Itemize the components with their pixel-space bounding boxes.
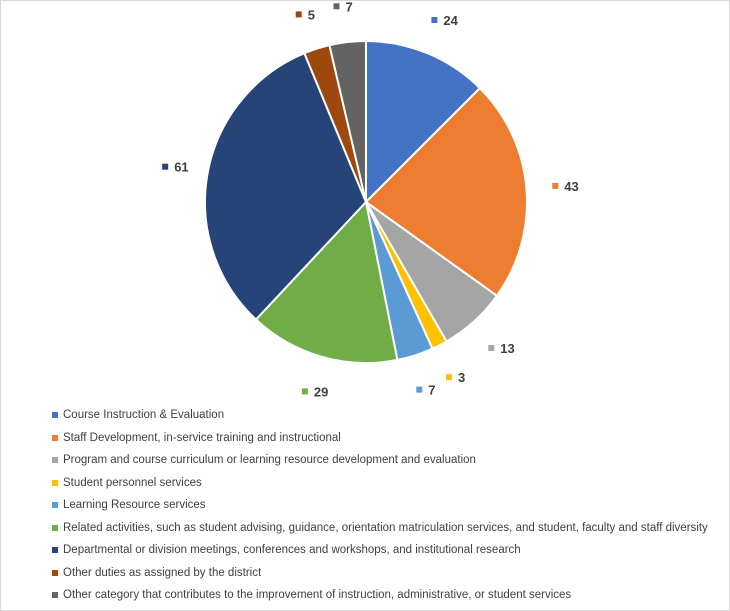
pie-data-labels: 24 43 13 3 7 29 61 5 7	[162, 1, 579, 399]
pie-slices	[204, 39, 528, 364]
pie-slice-7	[204, 51, 368, 321]
data-label-7: 61	[162, 160, 189, 175]
data-label-key-3	[488, 345, 495, 351]
data-label-1: 24	[431, 13, 459, 28]
data-label-key-9	[333, 3, 340, 10]
legend-swatch-5	[52, 502, 58, 509]
data-label-value-1: 24	[443, 13, 458, 28]
pie-slice-9	[328, 39, 367, 203]
legend-item-6: Related activities, such as student advi…	[52, 517, 708, 540]
legend-label-9: Other category that contributes to the i…	[63, 589, 572, 602]
data-label-key-5	[416, 386, 423, 393]
data-label-value-5: 7	[428, 383, 435, 398]
legend-label-6: Related activities, such as student advi…	[63, 521, 708, 534]
data-label-key-4	[446, 374, 452, 381]
legend: Course Instruction & Evaluation Staff Dev…	[52, 404, 708, 607]
legend-swatch-7	[52, 547, 58, 554]
legend-item-3: Program and course curriculum or learnin…	[52, 449, 708, 472]
legend-label-2: Staff Development, in-service training a…	[63, 431, 341, 444]
legend-item-9: Other category that contributes to the i…	[52, 584, 708, 607]
data-label-8: 5	[295, 7, 315, 22]
data-label-9: 7	[333, 1, 353, 14]
legend-item-5: Learning Resource services	[52, 494, 708, 517]
legend-label-4: Student personnel services	[63, 476, 202, 489]
data-label-key-2	[552, 182, 559, 189]
legend-swatch-6	[52, 524, 58, 531]
data-label-value-3: 13	[500, 341, 514, 356]
legend-label-1: Course Instruction & Evaluation	[63, 409, 225, 422]
data-label-key-7	[162, 163, 169, 170]
pie-slice-2	[364, 86, 528, 298]
data-label-value-6: 29	[314, 384, 328, 399]
data-label-5: 7	[416, 383, 436, 398]
pie-slice-6	[254, 199, 399, 364]
data-label-3: 13	[488, 341, 515, 356]
legend-label-8: Other duties as assigned by the district	[63, 566, 262, 579]
legend-item-4: Student personnel services	[52, 472, 708, 495]
legend-swatch-4	[52, 479, 58, 486]
data-label-4: 3	[446, 370, 465, 385]
data-label-value-9: 7	[346, 1, 353, 14]
legend-swatch-8	[52, 569, 58, 576]
pie-slice-1	[365, 39, 482, 205]
legend-label-5: Learning Resource services	[63, 499, 206, 512]
data-label-key-1	[431, 17, 438, 23]
data-label-key-6	[301, 388, 308, 395]
legend-swatch-2	[52, 434, 58, 441]
data-label-2: 43	[552, 179, 579, 194]
data-label-value-8: 5	[308, 7, 315, 22]
pie-chart: 24 43 13 3 7 29 61 5 7	[162, 1, 579, 399]
data-label-value-7: 61	[174, 160, 188, 175]
data-label-value-2: 43	[564, 179, 578, 194]
data-label-value-4: 3	[458, 370, 465, 385]
legend-item-7: Departmental or division meetings, confe…	[52, 539, 708, 562]
legend-item-2: Staff Development, in-service training a…	[52, 427, 708, 450]
legend-swatch-3	[52, 457, 58, 464]
legend-item-1: Course Instruction & Evaluation	[52, 404, 708, 427]
legend-label-3: Program and course curriculum or learnin…	[63, 454, 476, 467]
legend-item-8: Other duties as assigned by the district	[52, 562, 708, 585]
data-label-6: 29	[301, 384, 328, 399]
legend-swatch-1	[52, 412, 58, 419]
data-label-key-8	[295, 11, 302, 18]
legend-swatch-9	[52, 592, 58, 599]
legend-label-7: Departmental or division meetings, confe…	[63, 544, 521, 557]
